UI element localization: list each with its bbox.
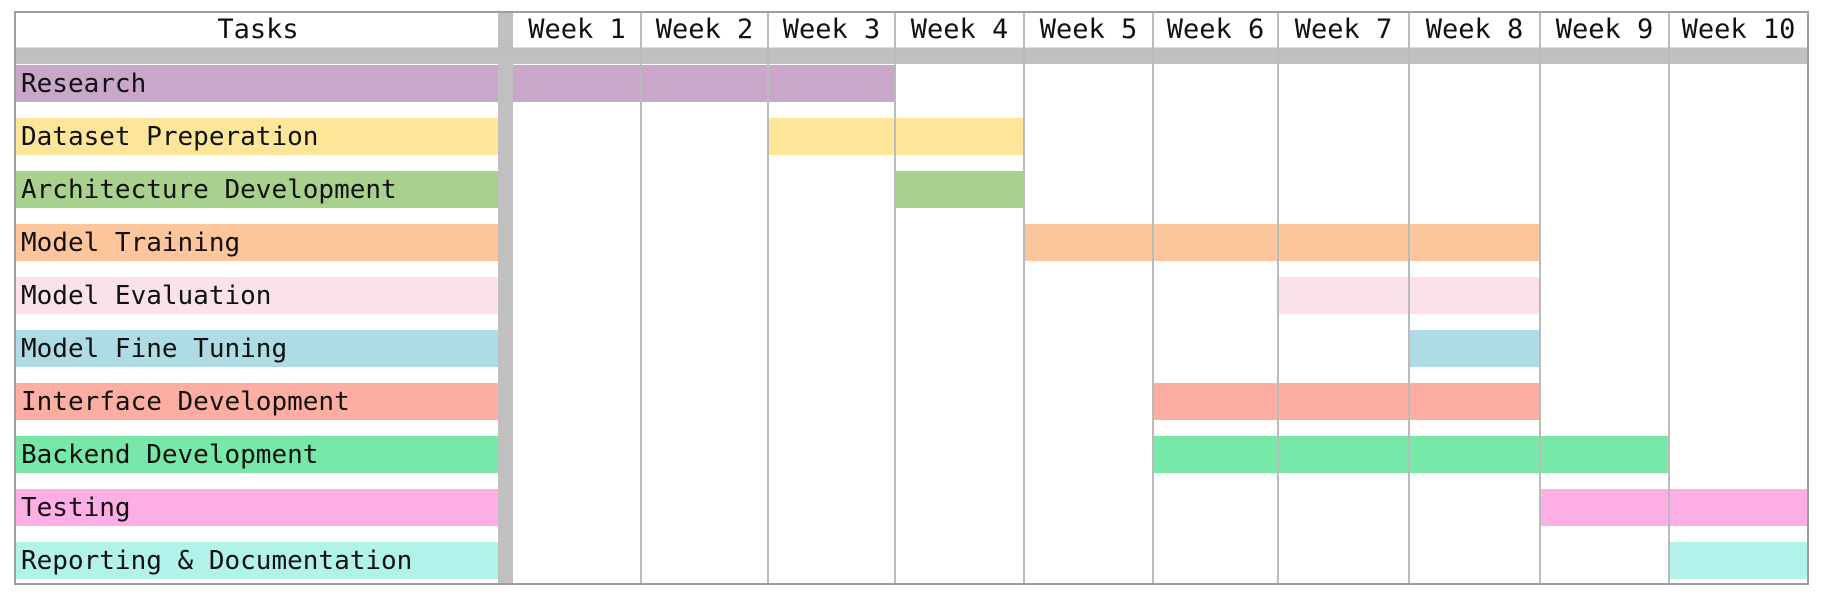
task-bar (1153, 436, 1669, 473)
task-label-bg (15, 277, 498, 314)
tasks-header: Tasks (217, 14, 298, 45)
task-label: Model Evaluation (21, 281, 271, 311)
task-label-bg (15, 171, 498, 208)
week-header: Week 9 (1556, 14, 1654, 45)
grid-lines (14, 11, 1809, 585)
task-bar (895, 171, 1024, 208)
task-bar (1669, 542, 1808, 579)
task-label: Backend Development (21, 440, 318, 470)
week-header: Week 6 (1167, 14, 1265, 45)
task-label-bg (15, 383, 498, 420)
week-header: Week 1 (528, 14, 626, 45)
chart-border (14, 11, 1809, 585)
task-label-bg (15, 118, 498, 155)
task-label-bg (15, 489, 498, 526)
week-header: Week 3 (783, 14, 881, 45)
task-label-bg (15, 224, 498, 261)
task-bars (15, 65, 1808, 579)
week-header: Week 7 (1295, 14, 1393, 45)
task-label: Research (21, 69, 146, 99)
task-label: Dataset Preperation (21, 122, 318, 152)
column-separator (498, 12, 513, 584)
task-label: Architecture Development (21, 175, 397, 205)
header-band (15, 48, 1808, 64)
week-header: Week 4 (911, 14, 1009, 45)
task-label: Model Fine Tuning (21, 334, 287, 364)
task-bar (1153, 383, 1540, 420)
week-header: Week 5 (1040, 14, 1138, 45)
task-bar (1409, 330, 1540, 367)
task-label-bg (15, 436, 498, 473)
task-label: Reporting & Documentation (21, 546, 412, 576)
task-label-bg (15, 542, 498, 579)
chart-labels: Tasks Research Dataset Preperation Archite… (21, 14, 1795, 576)
task-label: Interface Development (21, 387, 350, 417)
task-label-bg (15, 330, 498, 367)
week-header: Week 8 (1426, 14, 1524, 45)
task-label: Model Training (21, 228, 240, 258)
task-label: Testing (21, 493, 131, 523)
task-bar (513, 65, 895, 102)
week-header: Week 2 (656, 14, 754, 45)
task-bar (1540, 489, 1808, 526)
task-bar (1024, 224, 1540, 261)
week-header: Week 10 (1682, 14, 1796, 45)
task-label-bg (15, 65, 498, 102)
